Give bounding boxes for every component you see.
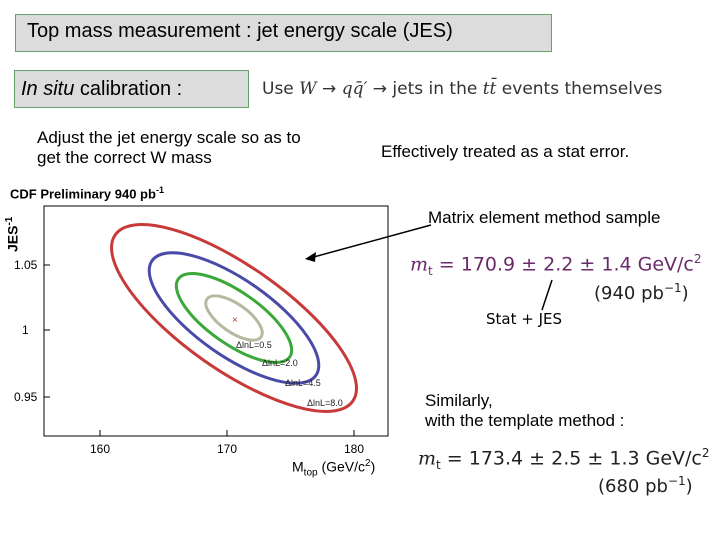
insitu-italic: In situ	[21, 78, 75, 100]
legend-dlnl-2.0: ΔlnL=2.0	[262, 358, 298, 368]
me-var: m	[410, 253, 429, 276]
tm-lumi-close: )	[685, 476, 693, 497]
x-axis-label-m: M	[292, 458, 304, 475]
tm-sup: 2	[701, 446, 710, 460]
similarly-text: Similarly, with the template method :	[425, 391, 624, 431]
me-sup: 2	[693, 252, 702, 266]
use-suffix: events themselves	[496, 79, 663, 99]
me-value: = 170.9 ± 2.2 ± 1.4 GeV/c	[432, 253, 694, 276]
legend-dlnl-8.0: ΔlnL=8.0	[307, 398, 343, 408]
plot-header-sup: -1	[155, 185, 164, 195]
x-tick-label-180: 180	[344, 442, 365, 456]
insitu-rest: calibration :	[74, 78, 183, 100]
use-arrow-1: →	[316, 79, 342, 99]
tm-lumi-sup: −1	[667, 474, 686, 488]
stat-jes-pointer	[541, 279, 553, 311]
use-qq: qq̄′	[341, 79, 368, 99]
tm-formula: mt = 173.4 ± 2.5 ± 1.3 GeV/c2	[418, 446, 710, 472]
adjust-line-2: get the correct W mass	[37, 148, 212, 167]
x-tick-label-160: 160	[90, 442, 111, 456]
x-axis-label-unit: (GeV/c	[317, 458, 366, 475]
legend-dlnl-0.5: ΔlnL=0.5	[236, 340, 272, 350]
tm-lumi-text: (680 pb	[598, 476, 668, 497]
y-tick-label-1: 1	[22, 323, 29, 337]
tm-var: m	[418, 447, 437, 470]
adjust-text: Adjust the jet energy scale so as to get…	[37, 128, 301, 168]
me-formula: mt = 170.9 ± 2.2 ± 1.4 GeV/c2	[410, 252, 702, 278]
similarly-line-2: with the template method :	[425, 411, 625, 430]
x-axis-label-close: )	[370, 458, 376, 475]
use-statement: Use W → qq̄′ → jets in the tt̄ events th…	[262, 79, 662, 99]
use-mid: jets in the	[392, 79, 483, 99]
adjust-line-1: Adjust the jet energy scale so as to	[37, 128, 301, 147]
y-tick-label-1.05: 1.05	[14, 258, 38, 272]
contour-dlnl-8.0	[110, 223, 358, 413]
stat-jes-box	[470, 305, 590, 331]
me-arrow-head	[305, 252, 316, 262]
stat-error-text: Effectively treated as a stat error.	[381, 142, 630, 161]
me-sub: t	[428, 264, 433, 279]
me-lumi: (940 pb−1)	[594, 281, 689, 304]
me-arrow-line	[309, 224, 432, 259]
y-tick-label-0.95: 0.95	[14, 390, 38, 404]
slide-title: Top mass measurement : jet energy scale …	[27, 20, 453, 42]
me-lumi-text: (940 pb	[594, 283, 664, 304]
use-prefix: Use	[262, 79, 300, 99]
plot-header-text: CDF Preliminary 940 pb	[10, 186, 156, 202]
insitu-heading: In situ calibration :	[21, 78, 182, 101]
plot-frame	[43, 205, 389, 437]
use-arrow-2: →	[367, 79, 393, 99]
x-axis-label: Mtop (GeV/c2)	[292, 458, 375, 478]
me-formula-box	[406, 247, 706, 307]
contour-dlnl-4.5	[147, 251, 321, 385]
x-tick-label-170: 170	[217, 442, 238, 456]
contour-dlnl-0.5	[204, 294, 264, 342]
use-w: W	[299, 79, 317, 99]
contour-dlnl-2.0	[174, 272, 294, 364]
best-fit-marker: ×	[232, 315, 238, 326]
plot-header: CDF Preliminary 940 pb-1	[10, 185, 164, 201]
me-lumi-sup: −1	[663, 281, 682, 295]
use-strip	[257, 76, 702, 101]
use-tt: tt̄	[482, 79, 497, 99]
me-label: Matrix element method sample	[428, 208, 661, 227]
legend-dlnl-4.5: ΔlnL=4.5	[285, 378, 321, 388]
x-axis-label-sub: top	[303, 467, 318, 479]
similarly-line-1: Similarly,	[425, 391, 493, 410]
tm-sub: t	[436, 458, 441, 473]
x-axis-label-sup: 2	[365, 458, 371, 469]
stat-jes-label: Stat + JES	[486, 310, 563, 328]
tm-lumi: (680 pb−1)	[598, 474, 693, 497]
tm-formula-box	[412, 437, 712, 499]
insitu-box	[14, 70, 249, 108]
title-box	[15, 14, 552, 52]
me-lumi-close: )	[681, 283, 689, 304]
tm-value: = 173.4 ± 2.5 ± 1.3 GeV/c	[440, 447, 702, 470]
